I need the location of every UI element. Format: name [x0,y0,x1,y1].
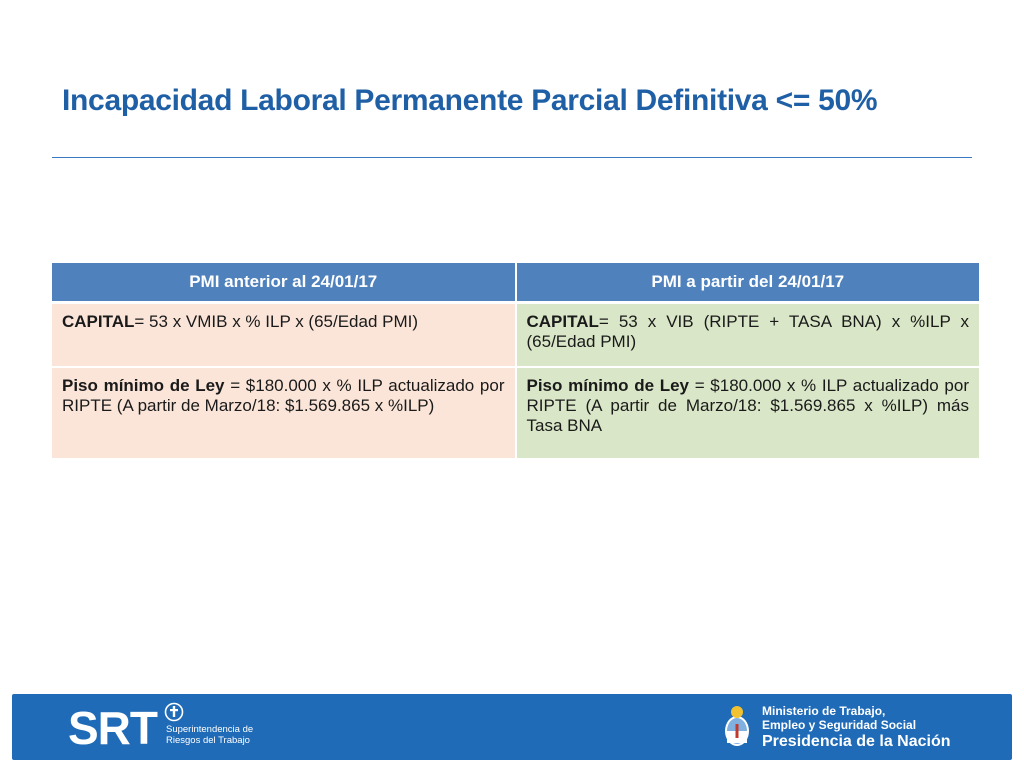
ministry-line2: Empleo y Seguridad Social [762,718,917,732]
cell-capital-before: CAPITAL= 53 x VMIB x % ILP x (65/Edad PM… [52,302,517,368]
cell-piso-after: Piso mínimo de Ley = $180.000 x % ILP ac… [515,367,979,460]
cell-label: CAPITAL [526,312,599,331]
cell-text: = 53 x VIB (RIPTE + TASA BNA) x %ILP x (… [526,312,970,351]
srt-subtitle: Superintendencia de Riesgos del Trabajo [166,724,276,746]
cell-piso-before: Piso mínimo de Ley = $180.000 x % ILP ac… [52,367,517,460]
table-row: Piso mínimo de Ley = $180.000 x % ILP ac… [52,367,979,460]
cell-label: Piso mínimo de Ley [526,376,690,395]
slide-title: Incapacidad Laboral Permanente Parcial D… [62,84,878,117]
srt-logo-text: SRT [68,702,158,754]
srt-subtitle-line1: Superintendencia de [166,724,254,735]
srt-subtitle-line2: Riesgos del Trabajo [166,735,250,746]
cell-label: Piso mínimo de Ley [62,376,225,395]
cell-text: = 53 x VMIB x % ILP x (65/Edad PMI) [134,312,419,331]
ministry-logo: Ministerio de Trabajo, Empleo y Segurida… [722,700,1002,756]
footer-bar: SRT Superintendencia de Riesgos del Trab… [12,694,1012,760]
srt-logo: SRT Superintendencia de Riesgos del Trab… [68,702,268,754]
title-divider [52,157,972,158]
header-after: PMI a partir del 24/01/17 [515,263,979,304]
cell-text: = $180.000 x % ILP actualizado por RIPTE… [526,376,970,435]
cross-icon [164,702,184,722]
ministry-line3: Presidencia de la Nación [762,733,951,750]
cell-capital-after: CAPITAL= 53 x VIB (RIPTE + TASA BNA) x %… [515,302,979,368]
coat-of-arms-icon [725,706,749,746]
header-before: PMI anterior al 24/01/17 [52,263,517,304]
table-header-row: PMI anterior al 24/01/17 PMI a partir de… [52,263,979,304]
comparison-table: PMI anterior al 24/01/17 PMI a partir de… [52,263,979,460]
cell-text: = $180.000 x % ILP actualizado por RIPTE… [62,376,505,415]
cell-label: CAPITAL [62,312,135,331]
ministry-line1: Ministerio de Trabajo, [762,704,886,718]
table-row: CAPITAL= 53 x VMIB x % ILP x (65/Edad PM… [52,302,979,368]
